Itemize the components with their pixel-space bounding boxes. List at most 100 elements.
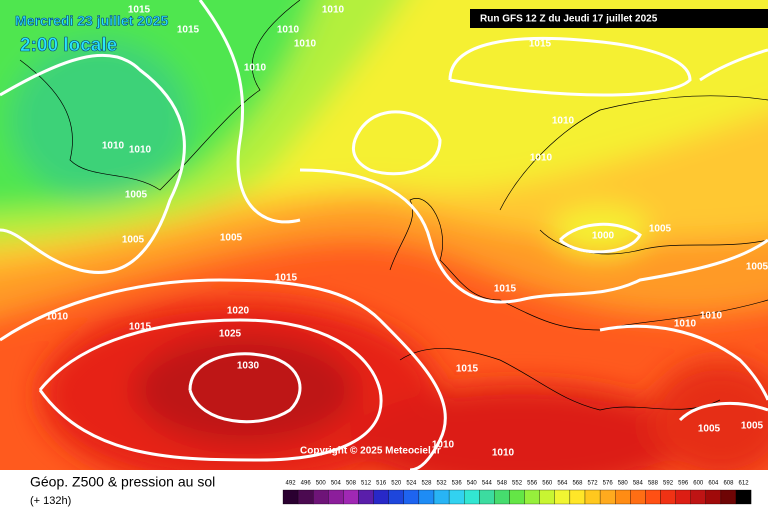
isobar-label: 1010 xyxy=(552,116,575,127)
run-info: Run GFS 12 Z du Jeudi 17 juillet 2025 xyxy=(480,14,658,25)
legend-label: 576 xyxy=(603,481,614,487)
run-box xyxy=(470,9,768,28)
isobar-label: 1015 xyxy=(128,5,151,16)
legend-label: 508 xyxy=(346,481,357,487)
legend-label: 592 xyxy=(663,481,674,487)
field xyxy=(0,0,768,470)
legend-swatch xyxy=(720,489,737,505)
valid-date: Mercredi 23 juillet 2025 xyxy=(15,13,169,29)
isobar-label: 1005 xyxy=(122,235,145,246)
isobar-label: 1015 xyxy=(177,25,200,36)
isobar-label: 1010 xyxy=(244,63,267,74)
isobar-label: 1010 xyxy=(492,448,515,459)
legend-swatch xyxy=(418,489,435,505)
isobar-label: 1005 xyxy=(741,421,764,432)
isobar-label: 1015 xyxy=(529,39,552,50)
legend-swatch xyxy=(343,489,359,505)
legend-label: 608 xyxy=(723,481,734,487)
isobar-label: 1030 xyxy=(237,361,260,372)
legend-label: 568 xyxy=(572,481,583,487)
isobar-label: 1005 xyxy=(220,233,243,244)
legend-label: 516 xyxy=(376,481,387,487)
legend-label: 504 xyxy=(331,481,342,487)
legend-swatch xyxy=(615,489,631,505)
legend-swatch xyxy=(705,489,722,505)
legend-label: 500 xyxy=(316,481,327,487)
legend-label: 532 xyxy=(437,481,448,487)
isobar-label: 1015 xyxy=(494,284,517,295)
legend-swatch xyxy=(373,489,389,505)
isobar-label: 1010 xyxy=(277,25,300,36)
legend-label: 552 xyxy=(512,481,523,487)
legend-swatch xyxy=(584,489,601,505)
legend-label: 572 xyxy=(588,481,599,487)
legend-swatch xyxy=(630,489,646,505)
legend-label: 564 xyxy=(557,481,568,487)
legend-label: 524 xyxy=(406,481,417,487)
legend-label: 604 xyxy=(708,481,719,487)
legend-label: 496 xyxy=(301,481,312,487)
coastlines xyxy=(19,0,768,411)
legend-label: 596 xyxy=(678,481,689,487)
legend-swatch xyxy=(282,489,299,505)
legend-label: 588 xyxy=(648,481,659,487)
legend-swatch xyxy=(645,489,661,505)
legend-swatch xyxy=(539,489,555,505)
legend-label: 580 xyxy=(618,481,629,487)
isobar-label: 1015 xyxy=(129,322,152,333)
legend-swatch xyxy=(599,489,616,505)
isobar-label: 1005 xyxy=(125,190,148,201)
isobar-label: 1015 xyxy=(275,273,298,284)
legend-swatch xyxy=(479,489,495,505)
legend-label: 540 xyxy=(467,481,478,487)
isobar-label: 1010 xyxy=(432,440,455,451)
legend-swatch xyxy=(313,489,329,505)
legend-swatch xyxy=(403,489,420,505)
legend-swatch xyxy=(524,489,540,505)
legend-swatch xyxy=(675,489,691,505)
legend-label: 520 xyxy=(391,481,402,487)
legend-label: 492 xyxy=(286,481,297,487)
legend-swatch xyxy=(297,489,314,505)
isobar-label: 1005 xyxy=(649,224,672,235)
legend-swatch xyxy=(494,489,510,505)
legend-label: 556 xyxy=(527,481,538,487)
lead-time: (+ 132h) xyxy=(30,495,71,507)
legend-swatch xyxy=(388,489,404,505)
footer-title: Géop. Z500 & pression au sol xyxy=(30,474,215,490)
isobar-label: 1010 xyxy=(46,312,69,323)
legend-swatch xyxy=(735,489,752,505)
legend-swatch xyxy=(660,489,676,505)
legend-label: 544 xyxy=(482,481,493,487)
color-legend: 492 496 500 504 508 512 516 520 524 528 532 536 540 5… xyxy=(282,481,752,505)
legend-label: 512 xyxy=(361,481,372,487)
legend-label: 528 xyxy=(421,481,432,487)
legend-swatch xyxy=(448,489,465,505)
isobar-label: 1010 xyxy=(674,319,697,330)
isobars xyxy=(0,0,768,470)
isobar-label: 1010 xyxy=(322,5,345,16)
legend-swatch xyxy=(358,489,374,505)
isobar-label: 1020 xyxy=(227,306,250,317)
isobar-label: 1010 xyxy=(102,141,125,152)
legend-label: 600 xyxy=(693,481,704,487)
legend-swatch xyxy=(328,489,344,505)
isobar-label: 1010 xyxy=(700,311,723,322)
isobar-label: 1010 xyxy=(294,39,317,50)
legend-swatch xyxy=(690,489,706,505)
legend-swatch xyxy=(509,489,525,505)
legend-label: 536 xyxy=(452,481,463,487)
legend-swatch xyxy=(433,489,450,505)
legend-label: 548 xyxy=(497,481,508,487)
isobar-label: 1010 xyxy=(530,153,553,164)
legend-swatch xyxy=(569,489,586,505)
legend-swatch xyxy=(464,489,480,505)
isobar-label: 1005 xyxy=(746,262,768,273)
legend-label: 560 xyxy=(542,481,553,487)
isobar-label: 1005 xyxy=(698,424,721,435)
copyright: Copyright © 2025 Meteociel.fr xyxy=(300,446,441,457)
legend-label: 584 xyxy=(633,481,644,487)
